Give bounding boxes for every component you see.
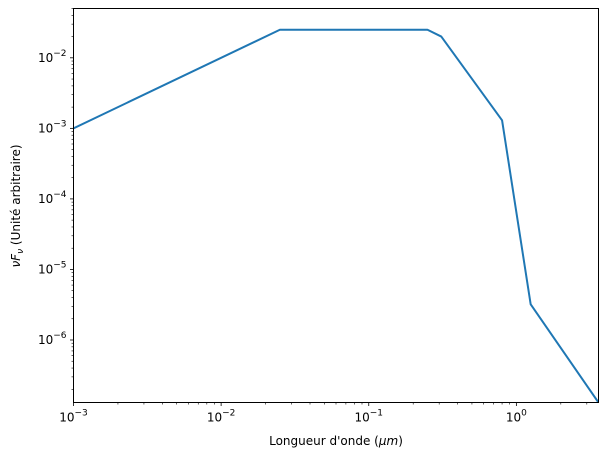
y-axis-label: νFν (Unité arbitraire) — [9, 144, 26, 267]
plot-area — [73, 28, 599, 404]
y-axis: 10−6 10−5 10−4 10−3 10−2 — [38, 8, 74, 390]
series-line-0 — [73, 28, 599, 404]
y-tick-label: 10−5 — [38, 260, 67, 276]
y-tick-label: 10−3 — [38, 119, 67, 135]
x-tick-label: 10−3 — [59, 409, 88, 425]
y-tick-label: 10−6 — [38, 331, 67, 347]
y-tick-label: 10−4 — [38, 190, 67, 206]
x-axis-label: Longueur d'onde (μm) — [269, 434, 403, 448]
x-axis: 10−3 10−2 10−1 100 — [59, 402, 588, 425]
x-tick-label: 10−2 — [207, 409, 236, 425]
x-tick-label: 10−1 — [354, 409, 383, 425]
axes-frame — [73, 8, 599, 403]
y-tick-label: 10−2 — [38, 49, 67, 65]
x-tick-label: 100 — [506, 409, 527, 425]
